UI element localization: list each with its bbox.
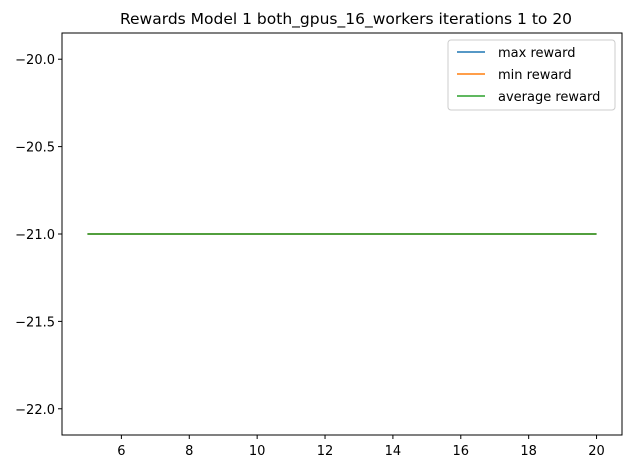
legend: max reward min reward average reward xyxy=(447,39,616,111)
x-tick-label: 16 xyxy=(453,444,470,459)
y-tick-label: −22.0 xyxy=(15,403,55,418)
y-tick-label: −21.0 xyxy=(15,228,55,243)
legend-label: min reward xyxy=(498,68,572,83)
y-axis-ticks: −20.0 −20.5 −21.0 −21.5 −22.0 xyxy=(15,53,62,418)
legend-box xyxy=(447,39,616,111)
y-tick-label: −21.5 xyxy=(15,315,55,330)
x-tick-label: 14 xyxy=(385,444,402,459)
x-tick-label: 20 xyxy=(588,444,605,459)
legend-label: max reward xyxy=(498,46,575,61)
x-axis-ticks: 6 8 10 12 14 16 18 20 xyxy=(117,435,605,459)
x-tick-label: 12 xyxy=(317,444,334,459)
y-tick-label: −20.0 xyxy=(15,53,55,68)
x-tick-label: 18 xyxy=(520,444,537,459)
x-tick-label: 6 xyxy=(117,444,125,459)
x-tick-label: 8 xyxy=(185,444,193,459)
x-tick-label: 10 xyxy=(249,444,266,459)
y-tick-label: −20.5 xyxy=(15,141,55,156)
chart-title: Rewards Model 1 both_gpus_16_workers ite… xyxy=(120,10,572,29)
legend-label: average reward xyxy=(498,90,600,105)
